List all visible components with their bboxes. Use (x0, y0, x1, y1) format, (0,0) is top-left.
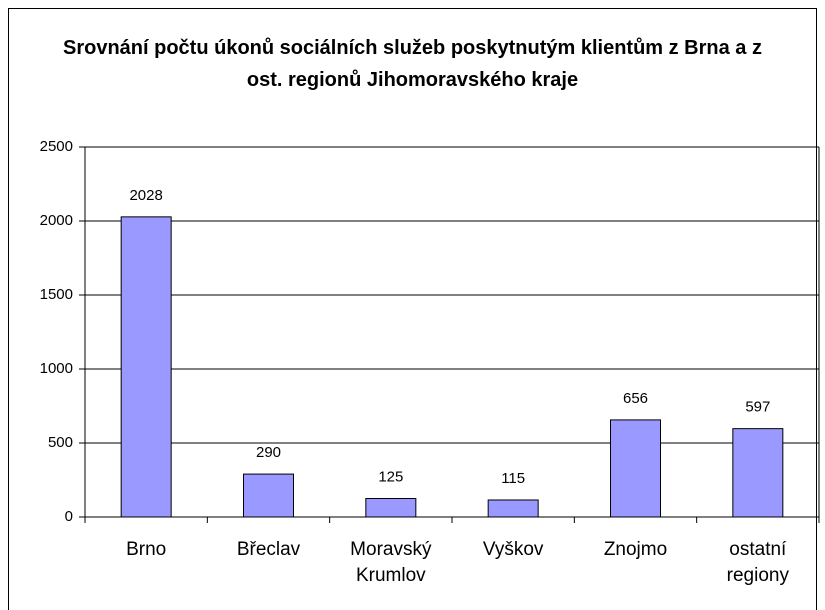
value-label: 656 (623, 390, 648, 407)
chart-border (8, 8, 817, 610)
value-label: 125 (378, 468, 403, 485)
x-tick-label: Brno (126, 539, 167, 560)
bar (487, 499, 539, 518)
x-tick-label: Břeclav (236, 539, 301, 560)
bar (120, 216, 172, 518)
y-tick-label: 1000 (40, 360, 73, 377)
value-label: 2028 (129, 187, 162, 204)
chart-title: Srovnání počtu úkonů sociálních služeb p… (62, 37, 762, 91)
bar (610, 419, 661, 518)
value-label: 597 (745, 399, 770, 416)
value-label: 290 (256, 444, 281, 461)
x-tick-label: Moravský Krumlov (350, 539, 432, 586)
x-tick-label: Znojmo (603, 539, 668, 560)
bar (243, 473, 294, 518)
y-tick-label: 2500 (40, 138, 73, 155)
y-tick-label: 500 (48, 434, 73, 451)
x-tick-label: Vyškov (482, 539, 544, 560)
y-tick-label: 0 (65, 508, 73, 525)
y-tick-label: 2000 (40, 212, 73, 229)
bar (365, 498, 417, 518)
x-tick-label: ostatní regiony (726, 539, 789, 586)
value-label: 115 (501, 470, 525, 487)
bar (732, 428, 784, 518)
y-tick-label: 1500 (40, 286, 73, 303)
